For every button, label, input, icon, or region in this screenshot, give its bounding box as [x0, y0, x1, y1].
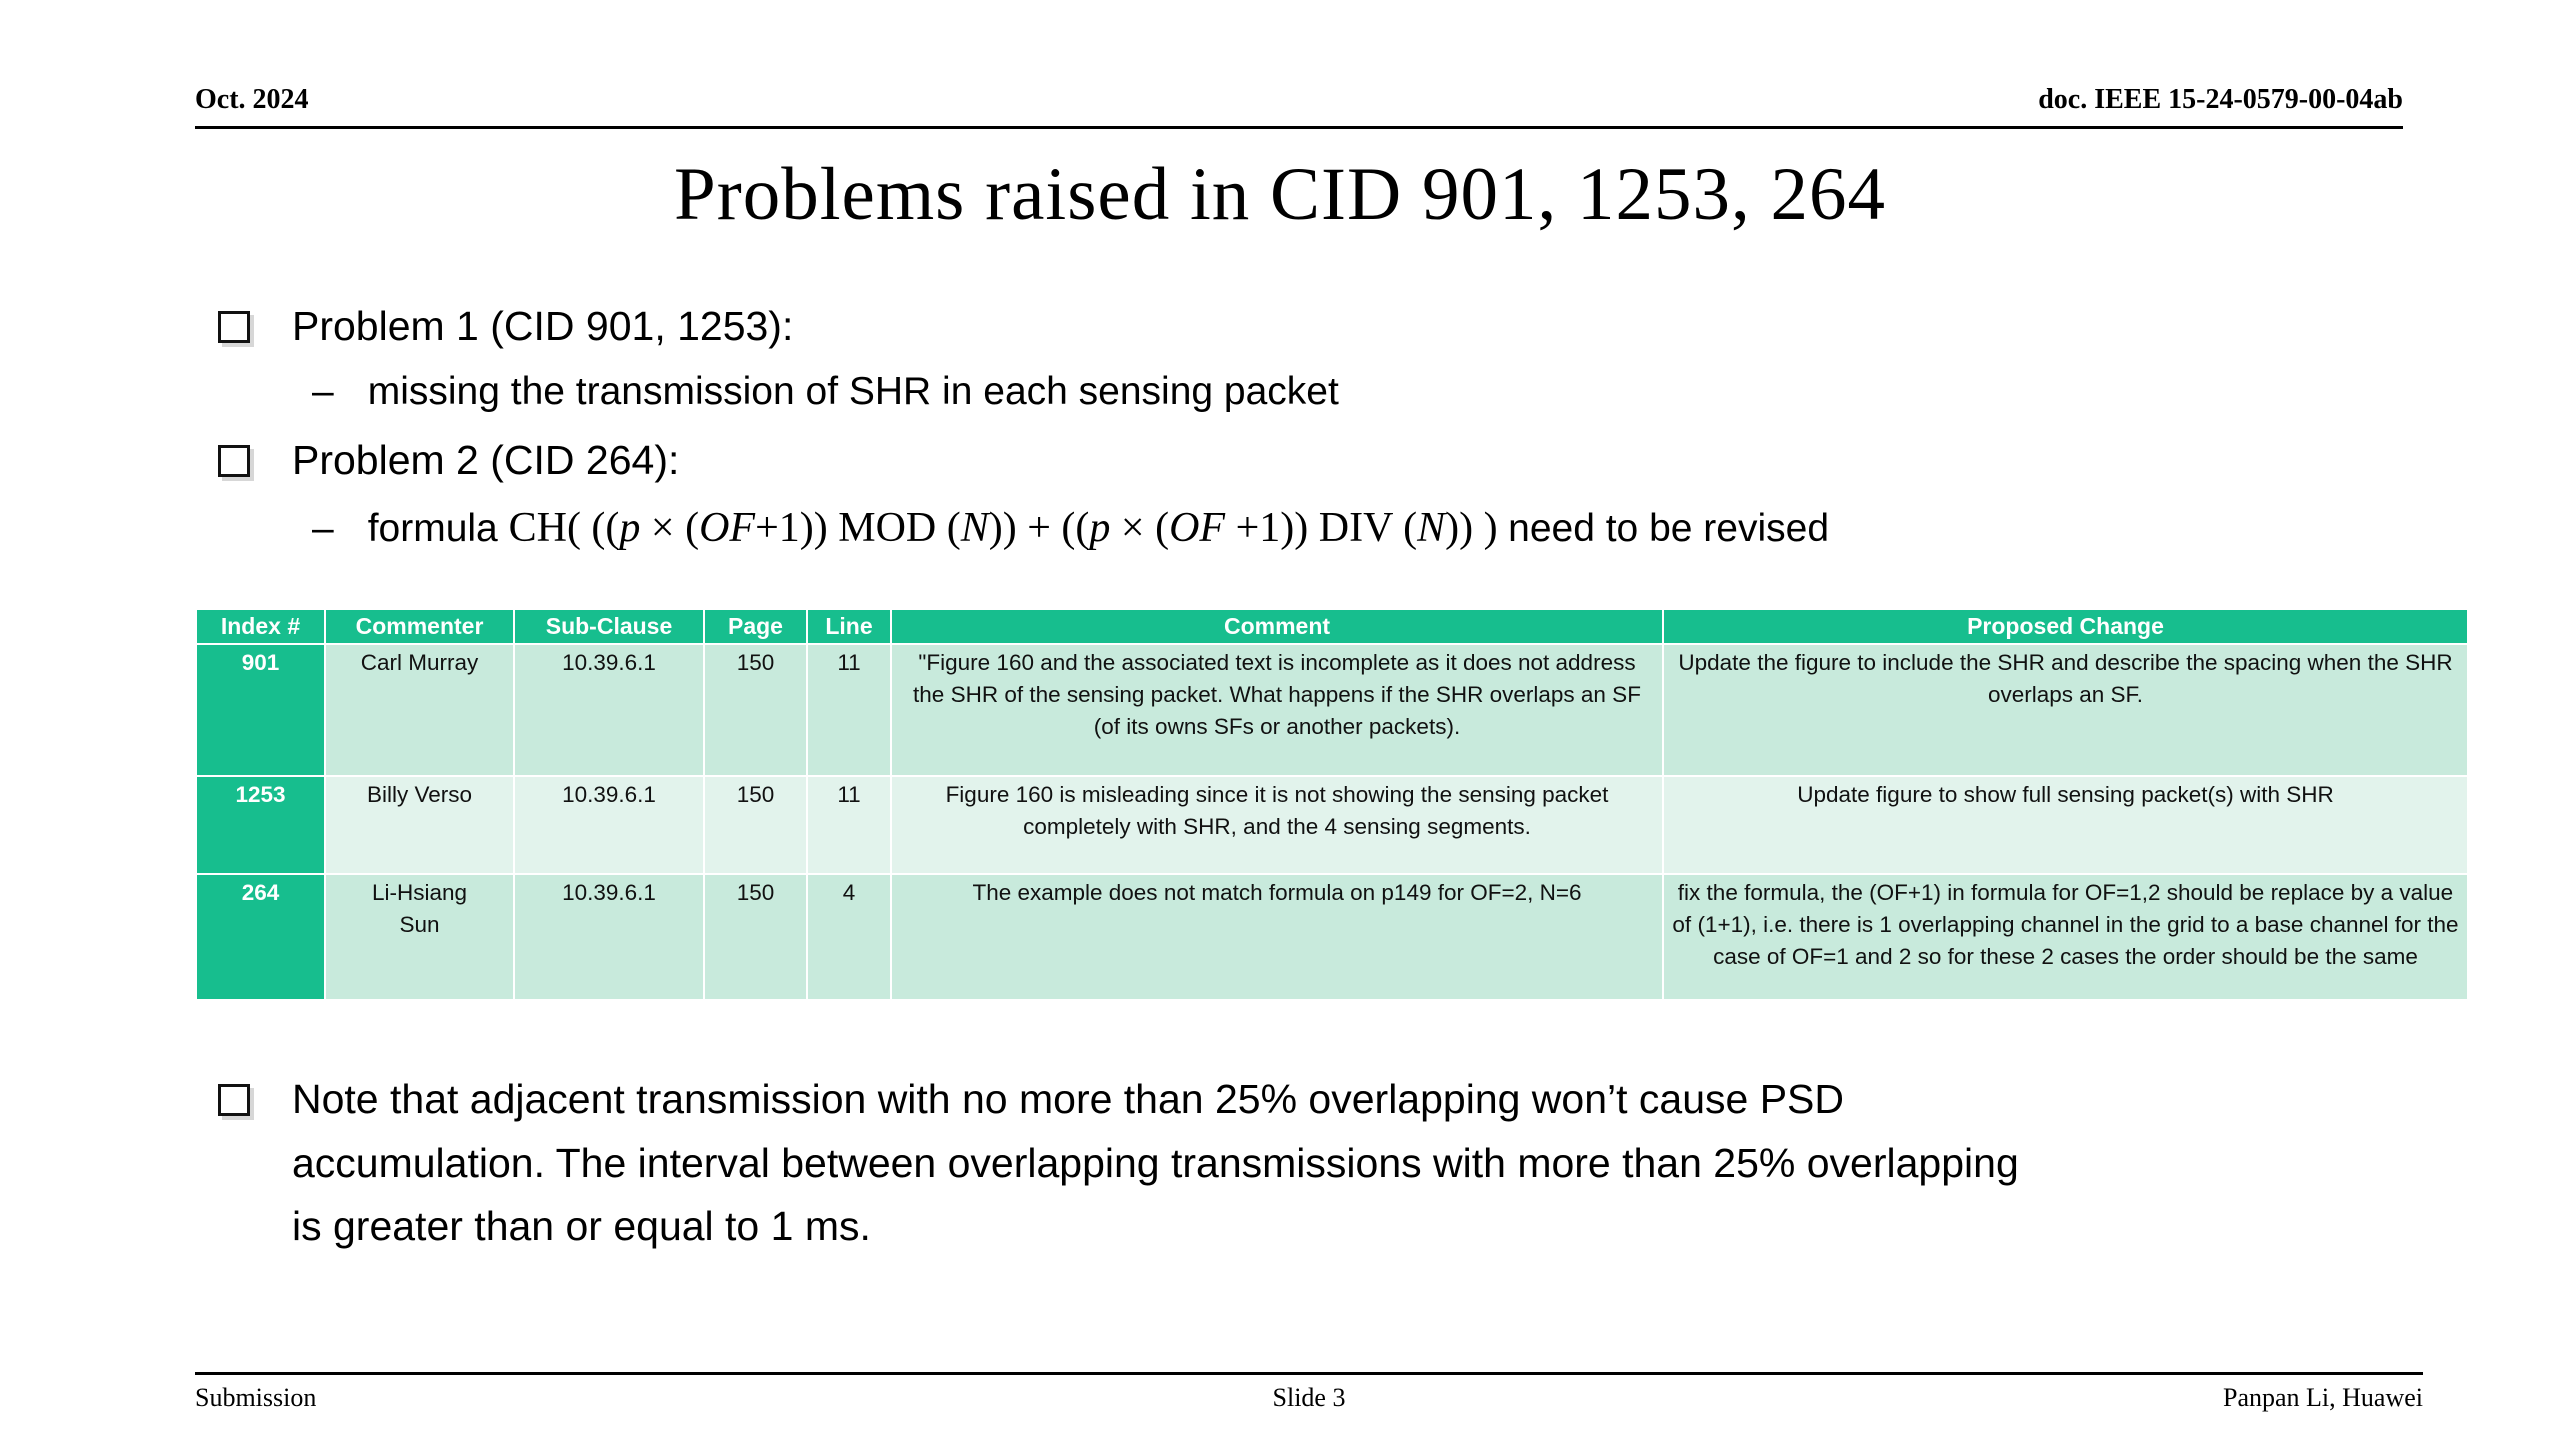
cell-subclause: 10.39.6.1 [513, 642, 705, 777]
formula-part: OF [1169, 505, 1226, 552]
formula-part: )) ) [1445, 505, 1509, 552]
cell-page: 150 [703, 872, 808, 1001]
note-line: accumulation. The interval between overl… [292, 1139, 2019, 1186]
note-line: Note that adjacent transmission with no … [292, 1076, 1845, 1122]
formula-part: CH( (( [508, 505, 620, 552]
col-header-proposed-change: Proposed Change [1662, 608, 2469, 645]
cell-line: 11 [806, 642, 892, 777]
square-bullet-icon [218, 1084, 250, 1116]
formula-part: +1)) MOD ( [755, 505, 961, 552]
cell-index: 264 [195, 872, 326, 1001]
formula-part: formula [367, 507, 509, 551]
formula-part: × ( [1110, 505, 1170, 552]
cell-line: 4 [806, 872, 892, 1001]
cell-index: 901 [195, 642, 326, 777]
dash-marker: – [312, 507, 334, 551]
bullet-problem-2-label: Problem 2 (CID 264): [292, 436, 680, 483]
cell-subclause: 10.39.6.1 [513, 872, 705, 1001]
formula-part: p [619, 505, 641, 552]
cell-commenter: Li-Hsiang Sun [324, 872, 515, 1001]
col-header-index: Index # [195, 608, 326, 645]
bullet-problem-1-label: Problem 1 (CID 901, 1253): [292, 303, 794, 349]
formula-part: × ( [640, 505, 700, 552]
table-header-row: Index # Commenter Sub-Clause Page Line C… [195, 608, 2469, 645]
cid-table: Index # Commenter Sub-Clause Page Line C… [195, 608, 2469, 1001]
cell-proposed-change: Update the figure to include the SHR and… [1662, 642, 2469, 777]
table-row: 1253 Billy Verso 10.39.6.1 150 11 Figure… [195, 774, 2469, 875]
slide-footer: Submission Slide 3 Panpan Li, Huawei [195, 1372, 2423, 1413]
sub-bullet-problem-1: – missing the transmission of SHR in eac… [312, 369, 2440, 416]
table-row: 901 Carl Murray 10.39.6.1 150 11 "Figure… [195, 642, 2469, 777]
col-header-commenter: Commenter [324, 608, 515, 645]
header-date: Oct. 2024 [195, 84, 309, 115]
table-row: 264 Li-Hsiang Sun 10.39.6.1 150 4 The ex… [195, 872, 2469, 1001]
cell-page: 150 [703, 774, 808, 875]
sub-bullet-problem-1-text: missing the transmission of SHR in each … [367, 370, 1339, 414]
cell-subclause: 10.39.6.1 [513, 774, 705, 875]
formula-part: p [1089, 505, 1111, 552]
sub-bullet-formula: – formula CH( ((p × (OF+1)) MOD (N)) + (… [312, 503, 2440, 553]
footer-submission: Submission [195, 1383, 317, 1412]
formula-part: N [1417, 505, 1446, 552]
footer-author: Panpan Li, Huawei [2222, 1383, 2423, 1412]
bullet-list: Problem 1 (CID 901, 1253): – missing the… [218, 302, 2440, 574]
header-doc-number: doc. IEEE 15-24-0579-00-04ab [2038, 84, 2403, 115]
col-header-comment: Comment [890, 608, 1664, 645]
col-header-page: Page [703, 608, 808, 645]
formula-part: +1)) DIV ( [1225, 505, 1418, 552]
cell-index: 1253 [195, 774, 326, 875]
bullet-problem-2: Problem 2 (CID 264): [218, 436, 2440, 485]
footer-slide-number: Slide 3 [1272, 1383, 1346, 1412]
bullet-problem-1: Problem 1 (CID 901, 1253): [218, 302, 2440, 351]
slide-title: Problems raised in CID 901, 1253, 264 [674, 153, 1886, 236]
formula-part: OF [699, 505, 756, 552]
cell-commenter: Billy Verso [324, 774, 515, 875]
square-bullet-icon [218, 444, 250, 477]
formula-part: )) + (( [988, 505, 1090, 552]
formula-part: N [960, 505, 989, 552]
cell-page: 150 [703, 642, 808, 777]
cell-commenter: Carl Murray [324, 642, 515, 777]
note-line: is greater than or equal to 1 ms. [292, 1203, 871, 1250]
cell-proposed-change: Update figure to show full sensing packe… [1662, 774, 2469, 875]
cell-comment: Figure 160 is misleading since it is not… [890, 774, 1664, 875]
square-bullet-icon [218, 310, 250, 343]
col-header-line: Line [806, 608, 892, 645]
formula-text: formula CH( ((p × (OF+1)) MOD (N)) + ((p… [368, 503, 1829, 553]
cell-comment: The example does not match formula on p1… [890, 872, 1664, 1001]
dash-marker: – [312, 370, 334, 414]
formula-part: need to be revised [1508, 507, 1830, 551]
note-bullet: Note that adjacent transmission with no … [218, 1068, 2420, 1259]
slide-header: Oct. 2024 doc. IEEE 15-24-0579-00-04ab [195, 84, 2403, 129]
col-header-subclause: Sub-Clause [513, 608, 705, 645]
cell-line: 11 [806, 774, 892, 875]
cell-comment: "Figure 160 and the associated text is i… [890, 642, 1664, 777]
cell-proposed-change: fix the formula, the (OF+1) in formula f… [1662, 872, 2469, 1001]
note-text: Note that adjacent transmission with no … [292, 1068, 2019, 1259]
